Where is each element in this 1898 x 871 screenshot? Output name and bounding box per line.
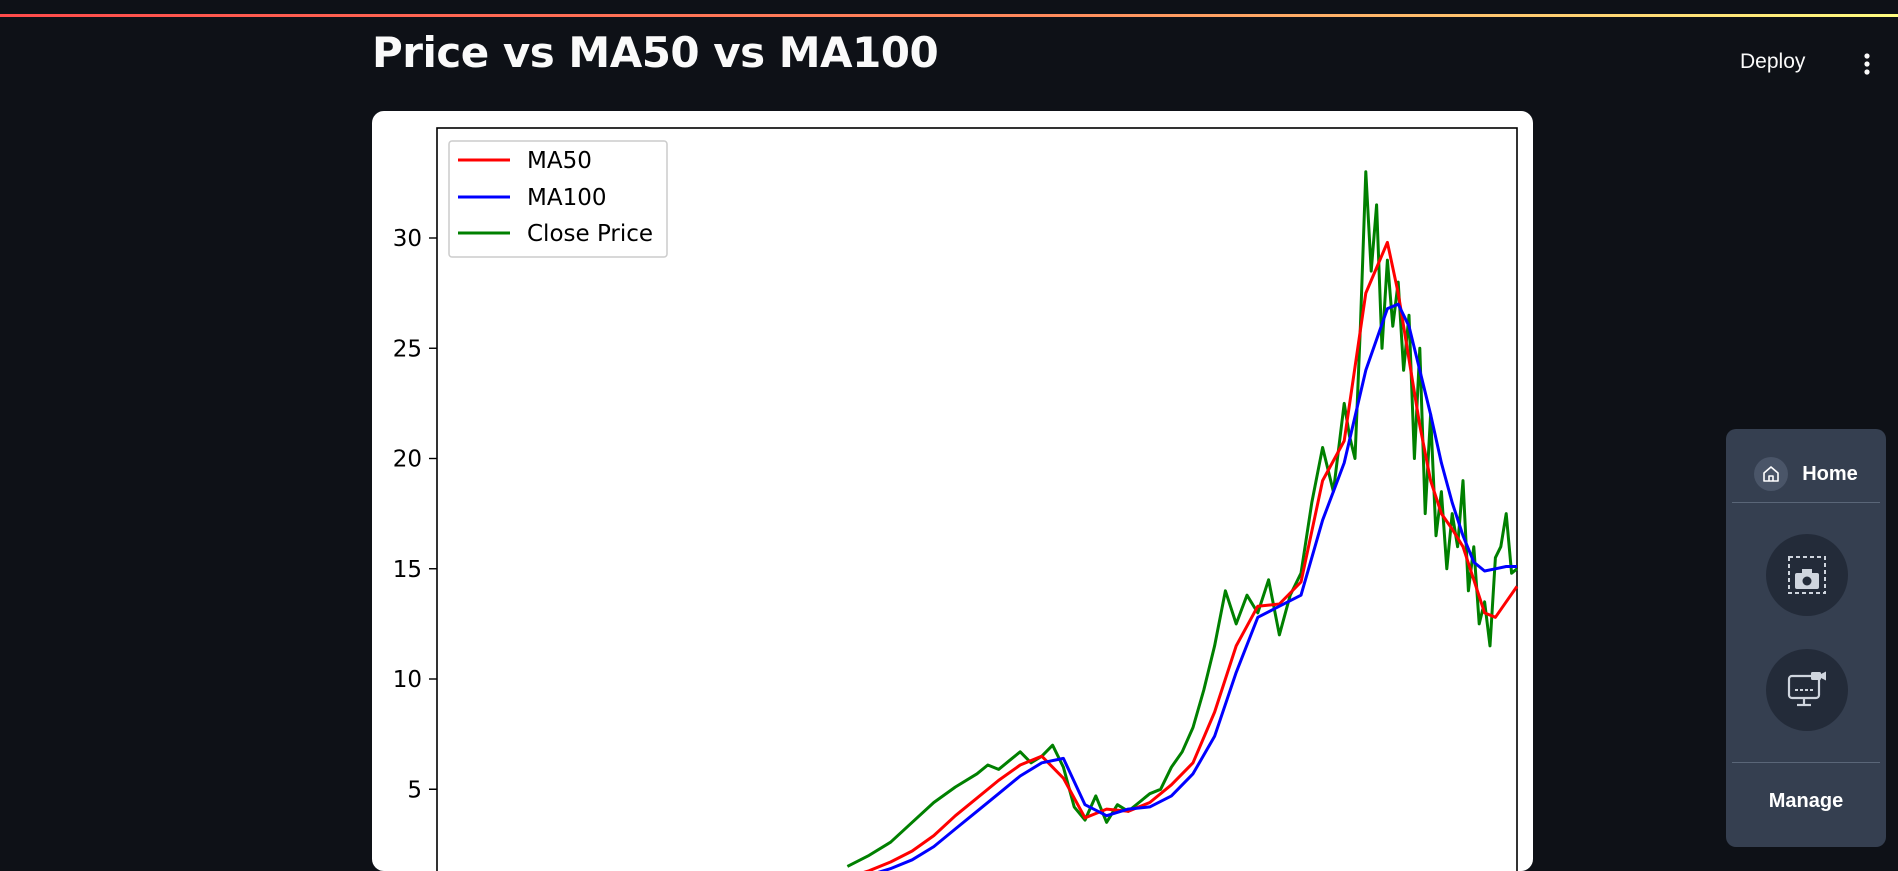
manage-button[interactable]: Manage: [1726, 781, 1886, 821]
main-menu-button[interactable]: [1856, 50, 1878, 80]
price-ma-chart: 5 10 15 20 25 30 MA50 MA100 Close Price: [393, 127, 1519, 871]
screen-record-icon: [1787, 671, 1826, 707]
legend-label-ma100: MA100: [527, 185, 606, 211]
record-screen-button[interactable]: [1766, 649, 1848, 731]
panel-divider: [1732, 502, 1880, 503]
y-tick-label: 5: [407, 777, 422, 803]
series-layer: [846, 170, 1519, 871]
home-button[interactable]: Home: [1726, 449, 1886, 499]
legend-frame: [448, 140, 668, 258]
home-label: Home: [1802, 462, 1858, 485]
legend-label-ma50: MA50: [527, 148, 592, 174]
home-icon: [1754, 457, 1789, 491]
panel-divider: [1732, 762, 1880, 763]
series-line-ma100: [877, 302, 1517, 871]
y-tick-label: 15: [393, 557, 422, 583]
y-tick-label: 20: [393, 447, 422, 473]
y-axis: 5 10 15 20 25 30: [393, 226, 437, 803]
y-tick-label: 30: [393, 226, 422, 252]
kebab-vertical-icon: [1864, 53, 1870, 75]
toolbar-panel: Home Manage: [1726, 429, 1886, 847]
y-tick-label: 10: [393, 667, 422, 693]
legend: MA50 MA100 Close Price: [448, 140, 668, 258]
series-line-ma50: [863, 240, 1519, 871]
camera-screenshot-icon: [1788, 556, 1826, 594]
legend-label-close: Close Price: [527, 221, 653, 247]
app-header-stripe: [0, 14, 1898, 17]
chart-container: 5 10 15 20 25 30 MA50 MA100 Close Price: [372, 111, 1533, 871]
deploy-button[interactable]: Deploy: [1740, 50, 1806, 73]
page-title: Price vs MA50 vs MA100: [372, 28, 939, 77]
screenshot-button[interactable]: [1766, 534, 1848, 616]
y-tick-label: 25: [393, 336, 422, 362]
